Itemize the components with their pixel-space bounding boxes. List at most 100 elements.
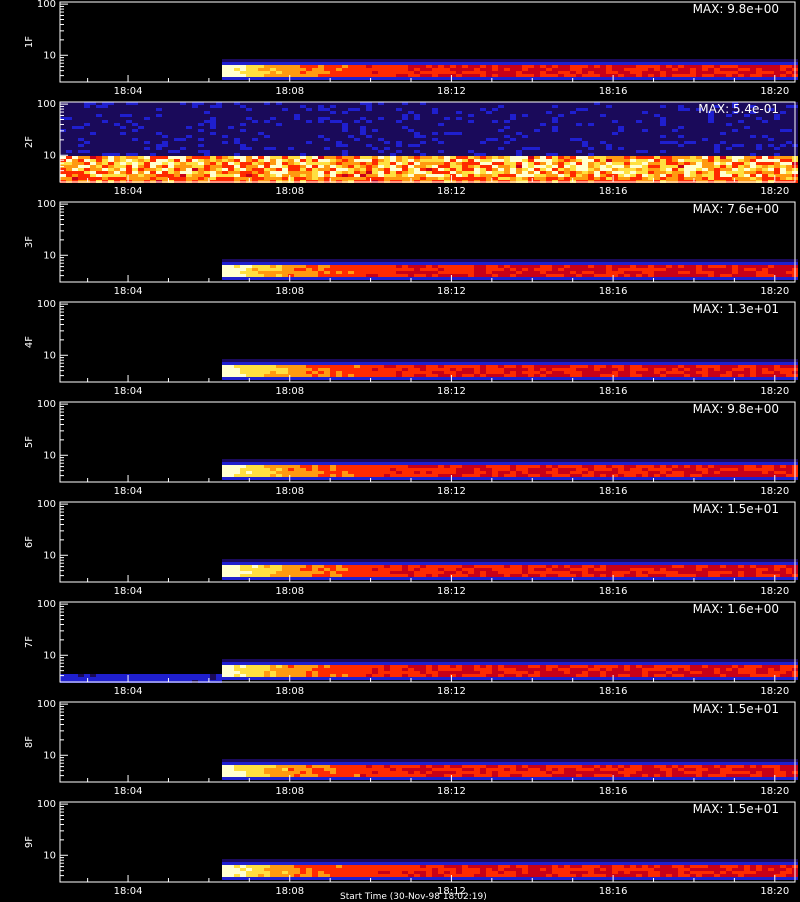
heatmap-cell <box>462 108 468 111</box>
heatmap-cell <box>462 129 468 132</box>
heatmap-cell <box>444 120 450 123</box>
heatmap-cell <box>510 135 516 138</box>
heatmap-cell <box>714 129 720 132</box>
heatmap-cell <box>618 68 624 71</box>
heatmap-cell <box>516 59 522 62</box>
heatmap-cell <box>666 259 672 262</box>
heatmap-cell <box>654 177 660 180</box>
heatmap-cell <box>162 168 168 171</box>
heatmap-cell <box>318 271 324 274</box>
heatmap-cell <box>306 374 312 377</box>
heatmap-cell <box>222 371 228 374</box>
heatmap-cell <box>498 120 504 123</box>
heatmap-cell <box>234 77 240 80</box>
heatmap-cell <box>420 71 426 74</box>
heatmap-cell <box>786 277 792 280</box>
heatmap-cell <box>570 262 576 265</box>
heatmap-cell <box>354 114 360 117</box>
heatmap-cell <box>672 59 678 62</box>
heatmap-cell <box>750 68 756 71</box>
heatmap-cell <box>696 174 702 177</box>
heatmap-cell <box>606 156 612 159</box>
heatmap-cell <box>714 156 720 159</box>
heatmap-cell <box>540 265 546 268</box>
heatmap-cell <box>522 59 528 62</box>
heatmap-cell <box>396 141 402 144</box>
heatmap-cell <box>432 111 438 114</box>
heatmap-cell <box>762 117 768 120</box>
heatmap-cell <box>630 268 636 271</box>
heatmap-cell <box>114 177 120 180</box>
heatmap-cell <box>66 120 72 123</box>
heatmap-cell <box>438 71 444 74</box>
heatmap-cell <box>390 177 396 180</box>
heatmap-cell <box>660 150 666 153</box>
heatmap-cell <box>690 159 696 162</box>
heatmap-cell <box>504 168 510 171</box>
heatmap-cell <box>768 177 774 180</box>
heatmap-cell <box>654 159 660 162</box>
heatmap-cell <box>72 165 78 168</box>
heatmap-cell <box>756 174 762 177</box>
heatmap-cell <box>246 156 252 159</box>
heatmap-cell <box>714 138 720 141</box>
heatmap-cell <box>264 147 270 150</box>
heatmap-cell <box>462 265 468 268</box>
heatmap-cell <box>456 126 462 129</box>
heatmap-cell <box>708 129 714 132</box>
heatmap-cell <box>210 135 216 138</box>
heatmap-cell <box>120 108 126 111</box>
heatmap-cell <box>402 74 408 77</box>
heatmap-cell <box>402 111 408 114</box>
heatmap-cell <box>624 259 630 262</box>
heatmap-cell <box>720 156 726 159</box>
heatmap-cell <box>534 138 540 141</box>
heatmap-cell <box>546 114 552 117</box>
heatmap-cell <box>612 71 618 74</box>
heatmap-cell <box>528 150 534 153</box>
heatmap-cell <box>234 377 240 380</box>
heatmap-cell <box>450 259 456 262</box>
heatmap-cell <box>306 132 312 135</box>
heatmap-cell <box>522 71 528 74</box>
heatmap-cell <box>486 135 492 138</box>
heatmap-cell <box>564 168 570 171</box>
heatmap-cell <box>486 62 492 65</box>
heatmap-cell <box>600 62 606 65</box>
heatmap-cell <box>444 129 450 132</box>
heatmap-cell <box>138 126 144 129</box>
heatmap-cell <box>468 156 474 159</box>
heatmap-cell <box>150 138 156 141</box>
heatmap-cell <box>360 274 366 277</box>
heatmap-cell <box>276 362 282 365</box>
heatmap-cell <box>546 274 552 277</box>
heatmap-cell <box>138 147 144 150</box>
heatmap-cell <box>750 132 756 135</box>
heatmap-cell <box>168 150 174 153</box>
heatmap-cell <box>576 265 582 268</box>
heatmap-cell <box>654 138 660 141</box>
heatmap-cell <box>426 174 432 177</box>
heatmap-cell <box>768 65 774 68</box>
heatmap-cell <box>432 165 438 168</box>
heatmap-cell <box>138 165 144 168</box>
heatmap-cell <box>522 138 528 141</box>
heatmap-cell <box>216 141 222 144</box>
heatmap-cell <box>228 141 234 144</box>
heatmap-cell <box>408 123 414 126</box>
heatmap-cell <box>414 259 420 262</box>
heatmap-cell <box>564 114 570 117</box>
heatmap-cell <box>126 162 132 165</box>
heatmap-cell <box>426 74 432 77</box>
heatmap-cell <box>582 111 588 114</box>
heatmap-cell <box>714 126 720 129</box>
heatmap-cell <box>384 162 390 165</box>
heatmap-cell <box>768 259 774 262</box>
heatmap-cell <box>372 141 378 144</box>
heatmap-cell <box>672 144 678 147</box>
heatmap-cell <box>666 126 672 129</box>
heatmap-cell <box>624 271 630 274</box>
heatmap-cell <box>162 117 168 120</box>
heatmap-cell <box>690 177 696 180</box>
heatmap-cell <box>150 171 156 174</box>
